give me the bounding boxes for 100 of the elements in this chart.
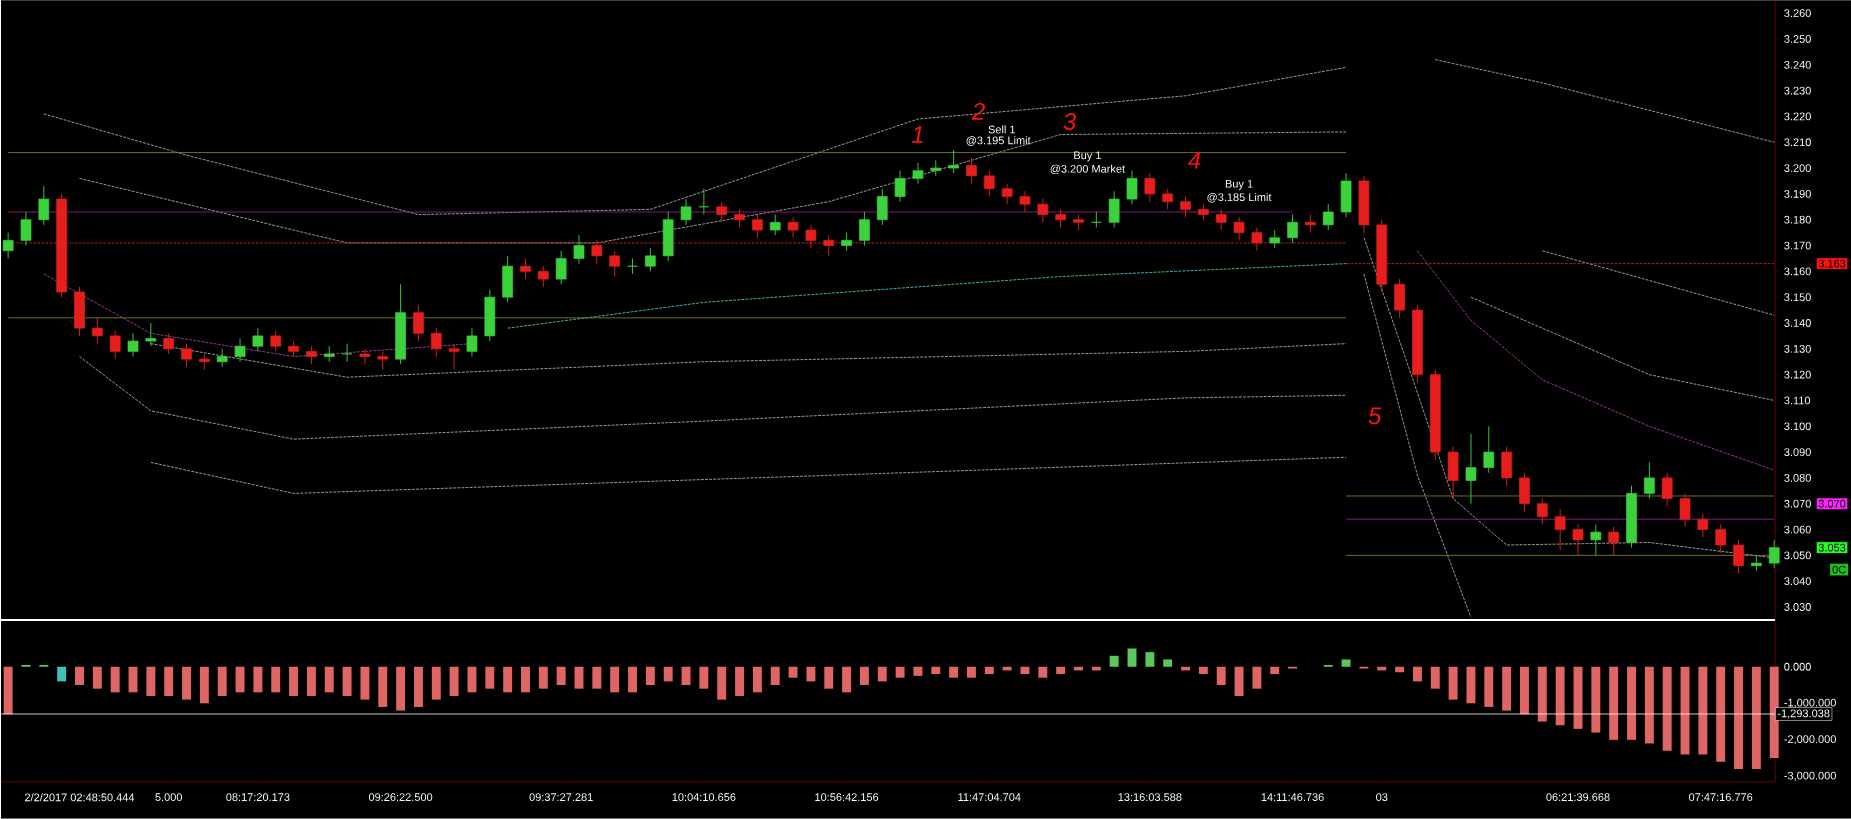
y-tick-label: 3.160 xyxy=(1784,267,1811,276)
candlestick xyxy=(1162,188,1174,210)
bar xyxy=(1751,666,1761,770)
bar xyxy=(1056,666,1066,675)
bar xyxy=(57,666,67,682)
candlestick xyxy=(1305,214,1316,234)
y-tick-label: -3,000.000 xyxy=(1784,771,1836,781)
bar xyxy=(699,666,709,689)
bar xyxy=(110,666,120,693)
y-tick-label: 3.050 xyxy=(1784,551,1811,560)
bar xyxy=(859,666,869,686)
bar xyxy=(717,666,727,700)
candlestick xyxy=(270,330,282,352)
bar xyxy=(610,666,620,693)
y-tick-label: -2,000.000 xyxy=(1784,735,1836,745)
candlestick xyxy=(127,332,139,358)
candlestick xyxy=(966,157,977,185)
bar xyxy=(877,666,887,682)
candlestick xyxy=(359,348,371,365)
candlestick xyxy=(1001,183,1013,205)
y-tick-label: 3.230 xyxy=(1784,86,1811,95)
bar xyxy=(75,666,84,686)
candlestick xyxy=(1269,229,1281,249)
bar xyxy=(271,666,281,693)
y-tick-label: 3.190 xyxy=(1784,190,1811,198)
candlestick xyxy=(537,265,549,288)
bar xyxy=(431,666,441,700)
candlestick xyxy=(948,149,959,174)
candlestick xyxy=(912,162,924,185)
bar xyxy=(1412,666,1422,682)
candlestick xyxy=(680,198,692,226)
bar xyxy=(1537,666,1547,722)
annotation: @3.185 Limit xyxy=(1207,193,1272,203)
candlestick xyxy=(145,322,157,347)
bar xyxy=(146,666,156,697)
x-tick-label: 13:16:03.588 xyxy=(1118,793,1182,802)
y-tick-label: 3.110 xyxy=(1784,396,1811,405)
x-tick-label: 11:47:04.704 xyxy=(958,793,1021,802)
candlestick xyxy=(1465,433,1477,505)
x-tick-label: 07:47:16.776 xyxy=(1689,793,1753,802)
annotation: 4 xyxy=(1187,152,1201,169)
y-tick-label: 3.070 xyxy=(1784,499,1811,508)
bar xyxy=(735,666,745,697)
annotation: Buy 1 xyxy=(1225,180,1253,190)
bar xyxy=(1252,666,1262,689)
candlestick xyxy=(377,351,389,371)
bar xyxy=(1145,652,1155,667)
bar xyxy=(628,666,637,693)
x-tick-label: 5.000 xyxy=(155,793,183,802)
y-tick-label: -1,000.000 xyxy=(1784,698,1836,708)
bar xyxy=(1341,659,1351,667)
candlestick xyxy=(2,232,14,260)
bar xyxy=(289,666,299,697)
y-tick-label: 3.150 xyxy=(1784,293,1811,302)
bar xyxy=(842,666,852,693)
bar xyxy=(770,666,780,686)
bar xyxy=(1627,666,1636,740)
bar xyxy=(1555,666,1565,726)
y-tick-label: 3.250 xyxy=(1784,35,1811,43)
annotation: Buy 1 xyxy=(1074,151,1101,162)
bar xyxy=(235,666,245,693)
bar xyxy=(413,666,423,708)
bar xyxy=(449,666,459,697)
bar xyxy=(806,666,816,682)
candlestick xyxy=(448,343,460,371)
text: 3.070 xyxy=(1818,499,1846,508)
candlestick xyxy=(734,209,745,229)
candlestick xyxy=(609,250,621,278)
bar xyxy=(663,666,673,682)
annotation: Sell 1 xyxy=(988,125,1015,134)
bar xyxy=(1716,666,1726,762)
bar xyxy=(1038,666,1048,678)
bar xyxy=(199,666,209,704)
bar xyxy=(824,666,834,689)
x-tick-label: 09:26:22.500 xyxy=(368,793,433,802)
annotation: 2 xyxy=(971,102,985,120)
candlestick xyxy=(841,232,852,252)
bar xyxy=(324,666,334,693)
candlestick xyxy=(341,343,353,363)
y-tick-label: 3.140 xyxy=(1784,319,1811,327)
bar xyxy=(1769,666,1779,759)
y-tick-label: 3.220 xyxy=(1784,112,1811,121)
candlestick xyxy=(1126,170,1138,205)
bar xyxy=(182,666,191,700)
candlestick xyxy=(1483,425,1495,474)
y-tick-label: 3.130 xyxy=(1784,345,1811,353)
candlestick xyxy=(716,201,728,223)
candlestick xyxy=(1180,196,1191,218)
candlestick xyxy=(1536,498,1548,525)
candlestick xyxy=(1554,508,1566,551)
bar xyxy=(1502,666,1512,711)
x-tick-label: 10:56:42.156 xyxy=(815,793,879,802)
annotation: 3 xyxy=(1063,113,1077,131)
candlestick xyxy=(163,332,175,355)
x-tick-label: 10:04:10.656 xyxy=(672,793,736,802)
x-tick-label: 08:17:20.173 xyxy=(226,793,290,802)
bar xyxy=(217,666,227,697)
candlestick xyxy=(1661,472,1673,507)
candlestick xyxy=(1215,209,1227,231)
text: 0C xyxy=(1832,565,1846,574)
